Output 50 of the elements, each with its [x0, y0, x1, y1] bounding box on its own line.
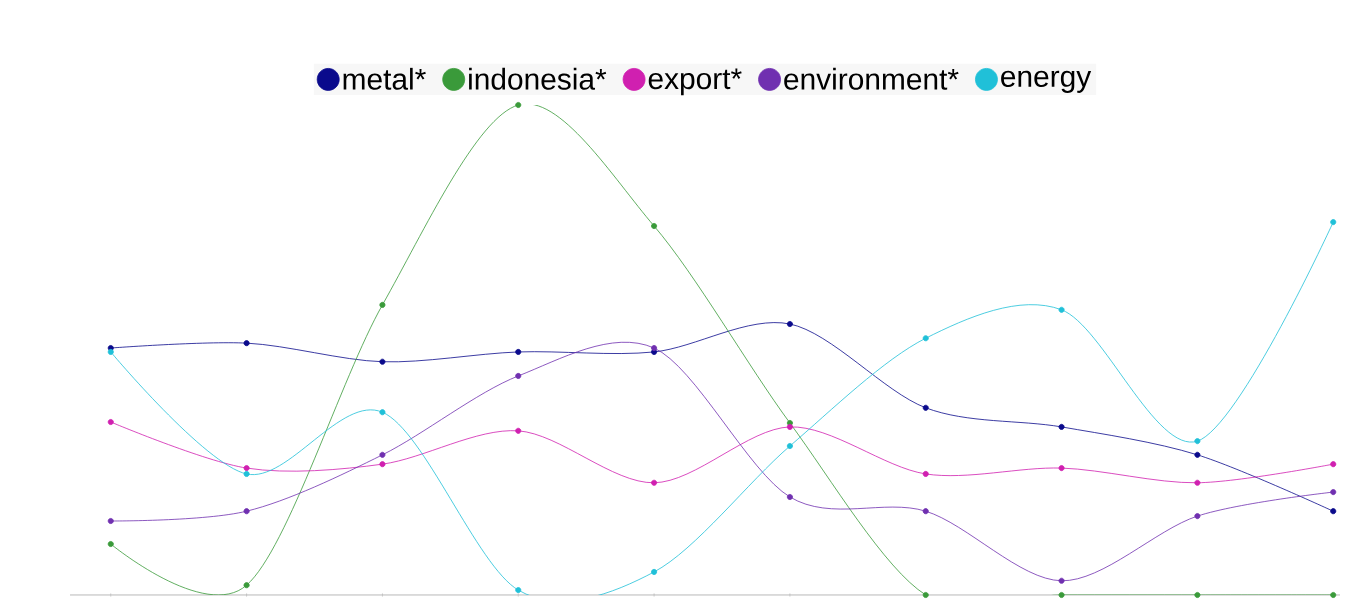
legend-label: environment*	[784, 67, 959, 90]
point	[379, 451, 386, 458]
point	[1194, 451, 1201, 458]
point	[379, 301, 386, 308]
point	[1330, 591, 1337, 598]
point	[786, 423, 793, 430]
point	[1330, 219, 1337, 226]
point	[515, 372, 522, 379]
point	[651, 568, 658, 575]
point	[379, 461, 386, 468]
point	[1194, 479, 1201, 486]
point	[922, 335, 929, 342]
point	[515, 427, 522, 434]
point	[107, 419, 114, 426]
point	[1058, 465, 1065, 472]
point	[243, 465, 250, 472]
point	[1330, 461, 1337, 468]
point	[786, 321, 793, 328]
point	[922, 404, 929, 411]
point	[107, 517, 114, 524]
point	[922, 591, 929, 598]
point	[243, 340, 250, 347]
legend-label: energy	[1001, 70, 1092, 93]
legend-label: export*	[648, 68, 742, 96]
point	[922, 508, 929, 515]
point	[786, 493, 793, 500]
point	[107, 541, 114, 548]
point	[515, 101, 522, 108]
point	[515, 348, 522, 355]
point	[1058, 577, 1065, 584]
point	[1194, 438, 1201, 445]
point	[1194, 513, 1201, 520]
point	[1194, 591, 1201, 598]
point	[651, 479, 658, 486]
point	[1058, 306, 1065, 313]
point	[1058, 423, 1065, 430]
point	[379, 358, 386, 365]
point	[651, 223, 658, 230]
legend-label: indonesia*	[469, 67, 607, 90]
point	[243, 582, 250, 589]
point	[243, 470, 250, 477]
legend-label: metal*	[343, 67, 426, 90]
point	[515, 587, 522, 594]
point	[243, 508, 250, 515]
point	[1058, 591, 1065, 598]
point	[1330, 489, 1337, 496]
point	[922, 470, 929, 477]
point	[786, 443, 793, 450]
point	[379, 409, 386, 416]
point	[1330, 508, 1337, 515]
